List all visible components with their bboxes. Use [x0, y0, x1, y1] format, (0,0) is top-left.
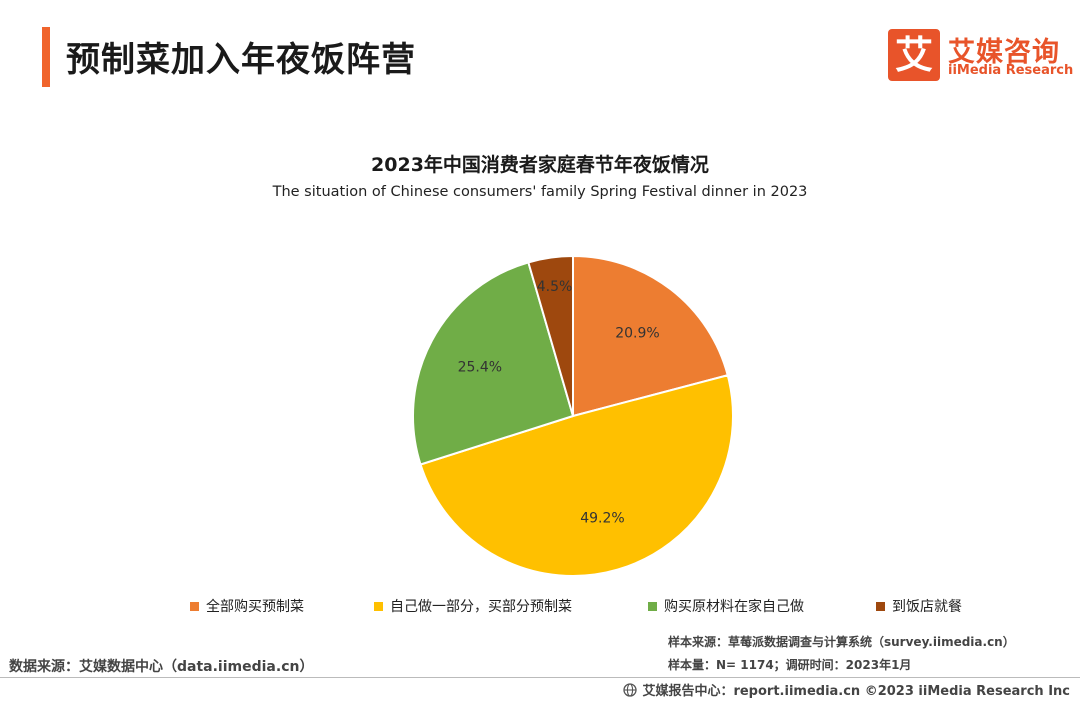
- sample-source: 样本来源：草莓派数据调查与计算系统（survey.iimedia.cn）: [668, 635, 1015, 649]
- slice-data-label: 4.5%: [537, 279, 573, 295]
- footer-divider: [0, 677, 1080, 678]
- legend-item: 自己做一部分，买部分预制菜: [374, 596, 572, 616]
- chart-legend: 全部购买预制菜 自己做一部分，买部分预制菜 购买原材料在家自己做 到饭店就餐: [0, 596, 1080, 616]
- pie-slice: [419, 374, 734, 577]
- sample-size: 样本量：N= 1174；调研时间：2023年1月: [668, 658, 912, 672]
- brand-name: 艾媒咨询: [948, 37, 1060, 68]
- legend-label: 到饭店就餐: [892, 599, 962, 615]
- legend-label: 购买原材料在家自己做: [664, 599, 804, 615]
- brand-subtitle: iiMedia Research: [948, 63, 1074, 78]
- data-source: 数据来源：艾媒数据中心（data.iimedia.cn）: [9, 659, 314, 675]
- legend-item: 到饭店就餐: [876, 596, 962, 616]
- brand-logo: 艾 艾媒咨询 iiMedia Research: [888, 29, 1073, 83]
- page-title: 预制菜加入年夜饭阵营: [66, 40, 416, 80]
- globe-icon: [623, 682, 638, 697]
- chart-title: 2023年中国消费者家庭春节年夜饭情况: [371, 154, 709, 176]
- title-accent-bar: [42, 27, 50, 87]
- legend-label: 自己做一部分，买部分预制菜: [390, 599, 572, 615]
- legend-item: 购买原材料在家自己做: [648, 596, 804, 616]
- page-header: 预制菜加入年夜饭阵营 艾 艾媒咨询 iiMedia Research: [0, 0, 1080, 100]
- legend-swatch: [876, 601, 885, 611]
- pie-slice: [572, 254, 729, 418]
- pie-slice: [412, 261, 575, 466]
- brand-mark-icon: 艾: [888, 29, 940, 81]
- footer-copyright: 艾媒报告中心：report.iimedia.cn ©2023 iiMedia R…: [623, 680, 1070, 699]
- legend-label: 全部购买预制菜: [206, 599, 304, 615]
- slice-data-label: 25.4%: [458, 359, 502, 375]
- copyright-text: 艾媒报告中心：report.iimedia.cn ©2023 iiMedia R…: [642, 684, 1070, 699]
- legend-swatch: [374, 601, 383, 611]
- pie-slice: [527, 254, 574, 417]
- slice-data-label: 49.2%: [580, 510, 624, 526]
- legend-swatch: [190, 601, 199, 611]
- legend-swatch: [648, 601, 657, 611]
- legend-item: 全部购买预制菜: [190, 596, 304, 616]
- slice-data-label: 20.9%: [615, 325, 659, 341]
- chart-subtitle: The situation of Chinese consumers' fami…: [272, 184, 808, 200]
